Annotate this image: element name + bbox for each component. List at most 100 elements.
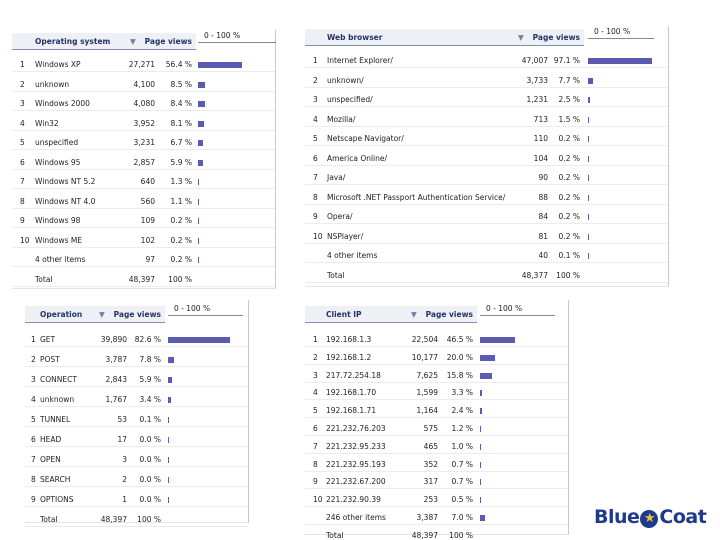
column-header[interactable]: Page views (532, 33, 580, 42)
share-bar (198, 101, 205, 107)
rank: 7 (31, 455, 36, 464)
label: SEARCH (40, 475, 71, 484)
page-views: 104 (533, 153, 548, 163)
row-separator (12, 246, 275, 248)
label: OPTIONS (40, 495, 74, 504)
row-separator (305, 86, 668, 88)
label: 4 other items (35, 255, 86, 264)
rank: 8 (313, 192, 318, 202)
row-separator (305, 106, 668, 107)
page-views: 90 (538, 173, 548, 182)
row-separator (305, 262, 668, 263)
rank: 3 (20, 99, 25, 108)
page-views: 97 (145, 255, 155, 264)
sort-arrow: ▼ (411, 310, 417, 319)
share-bar (588, 214, 589, 220)
share-bar (480, 390, 483, 397)
row-separator (12, 188, 275, 189)
share-bar (480, 354, 495, 361)
rank: 9 (31, 495, 36, 504)
page-views: 713 (533, 114, 548, 124)
table (305, 300, 569, 535)
scale-label: 0 - 100 % (204, 31, 241, 40)
percent: 0.7 % (451, 459, 473, 469)
percent: 6.7 % (170, 138, 192, 147)
page-views: 1,599 (416, 388, 438, 398)
page-views: 3,952 (133, 118, 155, 128)
percent: 1.0 % (451, 441, 473, 451)
page-views: 640 (140, 177, 155, 186)
row-separator (12, 149, 275, 150)
percent: 82.6 % (134, 335, 161, 344)
share-bar (198, 120, 205, 127)
row-separator (12, 90, 275, 92)
rank: 6 (20, 157, 25, 167)
column-header[interactable]: Page views (113, 310, 161, 319)
percent: 0.5 % (451, 495, 473, 505)
share-bar (588, 136, 589, 142)
percent: 0.0 % (139, 435, 161, 444)
label: Windows 98 (35, 216, 81, 225)
row-separator (25, 466, 248, 467)
scale-axis (480, 315, 555, 316)
label: Windows XP (35, 60, 81, 69)
label: 217.72.254.18 (326, 370, 381, 380)
rank: 10 (20, 235, 30, 245)
row-separator (305, 524, 568, 525)
row-separator (25, 386, 248, 387)
share-bar (198, 257, 199, 263)
page-views: 10,177 (411, 352, 438, 362)
label: America Online/ (327, 153, 388, 163)
rank: 5 (313, 406, 318, 416)
label: unspecified/ (327, 95, 373, 104)
row-separator (305, 281, 668, 283)
page-views: 1 (122, 495, 127, 504)
percent: 3.4 % (139, 395, 161, 404)
page-views: 17 (117, 435, 127, 444)
label: Mozilla/ (327, 114, 356, 124)
page-views: 48,397 (100, 515, 127, 524)
share-bar (588, 194, 589, 201)
rank: 9 (313, 477, 318, 487)
row-separator (12, 266, 275, 267)
percent: 8.4 % (170, 99, 192, 108)
label: unknown/ (327, 75, 364, 85)
scale-axis (198, 42, 276, 43)
page-views: 3 (122, 455, 127, 464)
row-separator (25, 446, 248, 447)
rank: 5 (31, 415, 36, 424)
rank: 3 (313, 370, 318, 380)
label: 192.168.1.71 (326, 406, 377, 416)
row-separator (305, 223, 668, 224)
scale-axis (168, 315, 243, 316)
rank: 9 (20, 216, 25, 225)
rank: 3 (31, 375, 36, 384)
share-bar (168, 357, 174, 363)
page-views: 253 (423, 495, 438, 505)
column-header[interactable]: Page views (144, 37, 192, 46)
row-separator (12, 168, 275, 170)
row-separator (305, 381, 568, 383)
share-bar (588, 155, 589, 162)
page-views: 39,890 (100, 335, 127, 344)
label: Windows 95 (35, 157, 81, 167)
rank: 2 (31, 355, 36, 364)
label: unknown (35, 79, 70, 89)
page-views: 1,164 (416, 406, 438, 416)
label: Java/ (327, 173, 346, 182)
rank: 1 (313, 335, 318, 344)
row-separator (305, 470, 568, 472)
percent: 0.2 % (170, 255, 192, 264)
share-bar (198, 237, 199, 244)
sort-arrow: ▼ (130, 37, 136, 46)
column-header[interactable]: Page views (425, 310, 473, 319)
label: 4 other items (327, 251, 378, 260)
page-views: 40 (538, 251, 548, 260)
rank: 7 (313, 173, 318, 182)
share-bar (480, 443, 481, 450)
share-bar (168, 477, 169, 483)
share-bar (588, 97, 590, 103)
header-row (305, 29, 584, 46)
page-views: 352 (423, 459, 438, 469)
